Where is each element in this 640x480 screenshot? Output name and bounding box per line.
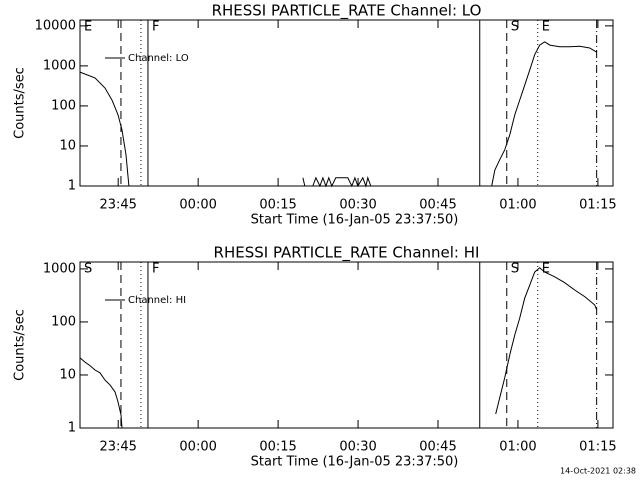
x-tick-label: 23:45	[99, 440, 136, 455]
event-label: E	[542, 262, 550, 277]
event-label: S	[84, 262, 92, 277]
chart-title: RHESSI PARTICLE_RATE Channel: LO	[212, 2, 482, 21]
y-tick-label: 100	[51, 98, 76, 113]
x-tick-label: 00:30	[339, 440, 376, 455]
data-line	[79, 267, 598, 429]
x-tick-label: 01:00	[499, 198, 536, 213]
x-tick-label: 00:00	[179, 198, 216, 213]
event-label: F	[152, 20, 159, 35]
y-tick-label: 10	[59, 367, 76, 382]
x-tick-label: 00:45	[419, 198, 456, 213]
x-axis-title: Start Time (16-Jan-05 23:37:50)	[251, 455, 459, 470]
x-axis-title: Start Time (16-Jan-05 23:37:50)	[251, 213, 459, 228]
y-tick-label: 1	[68, 179, 76, 194]
x-tick-label: 00:15	[259, 198, 296, 213]
y-axis-title: Counts/sec	[13, 309, 28, 381]
chart-title: RHESSI PARTICLE_RATE Channel: HI	[214, 244, 480, 263]
x-tick-label: 23:45	[99, 198, 136, 213]
legend-label: Channel: HI	[128, 295, 186, 306]
data-line	[79, 41, 597, 188]
y-tick-label: 1000	[43, 58, 76, 73]
event-label: E	[542, 20, 550, 35]
x-tick-label: 00:15	[259, 440, 296, 455]
event-label: F	[152, 262, 159, 277]
footer: 14-Oct-2021 02:38	[560, 467, 636, 476]
legend-label: Channel: LO	[128, 53, 189, 64]
event-label: E	[84, 20, 92, 35]
y-tick-label: 1	[68, 421, 76, 436]
y-tick-label: 100	[51, 314, 76, 329]
x-tick-label: 01:00	[499, 440, 536, 455]
y-tick-label: 10000	[35, 18, 76, 33]
x-tick-label: 01:15	[579, 440, 616, 455]
plot-frame	[79, 261, 614, 429]
plot-frame	[79, 19, 614, 187]
x-tick-label: 01:15	[579, 198, 616, 213]
event-label: S	[511, 20, 519, 35]
y-tick-label: 1000	[43, 261, 76, 276]
y-tick-label: 10	[59, 138, 76, 153]
y-axis-title: Counts/sec	[13, 67, 28, 139]
x-tick-label: 00:00	[179, 440, 216, 455]
event-label: S	[511, 262, 519, 277]
x-tick-label: 00:45	[419, 440, 456, 455]
x-tick-label: 00:30	[339, 198, 376, 213]
